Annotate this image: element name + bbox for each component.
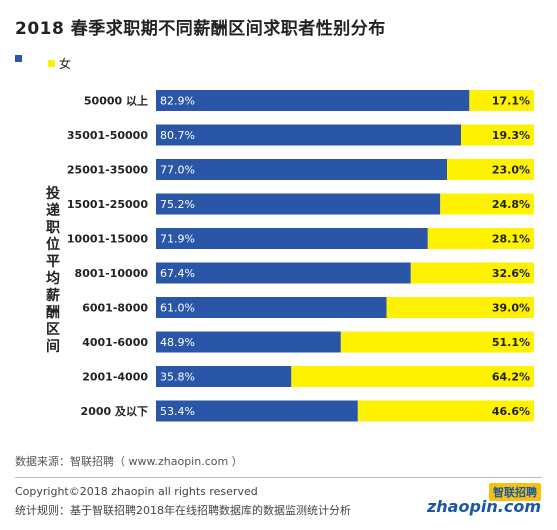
bar-male <box>156 331 341 353</box>
category-label: 4001-6000 <box>82 336 148 349</box>
data-label-female: 28.1% <box>492 233 530 246</box>
stacked-bar-chart: 50000 以上 82.9% 17.1% 35001-50000 80.7% 19.3% 2… <box>67 90 534 422</box>
category-label: 25001-35000 <box>67 164 148 177</box>
data-source: 数据来源：智联招聘（ www.zhaopin.com ） <box>15 455 243 468</box>
bar-male <box>156 90 470 111</box>
bar-female <box>469 90 534 111</box>
category-label: 6001-8000 <box>82 302 148 315</box>
chart-title: 2018 春季求职期不同薪酬区间求职者性别分布 <box>15 19 386 39</box>
legend-item-female: 女 <box>48 55 71 72</box>
category-label: 2001-4000 <box>82 371 148 384</box>
bar-female <box>427 228 534 249</box>
data-label-female: 39.0% <box>492 302 530 315</box>
data-label-female: 24.8% <box>492 198 530 211</box>
bar-female <box>440 193 534 215</box>
legend-label-female: 女 <box>59 57 72 71</box>
bar-male <box>156 124 462 146</box>
legend-item-male <box>15 55 26 62</box>
legend-swatch-male <box>15 55 22 62</box>
bar-female <box>357 400 534 422</box>
bar-female <box>386 297 534 318</box>
data-label-male: 48.9% <box>160 336 195 349</box>
logo-cn-text: 智联招聘 <box>489 483 541 501</box>
y-axis-label: 投递职位平均薪酬区间 <box>46 186 60 355</box>
data-label-female: 46.6% <box>492 405 530 418</box>
data-label-female: 17.1% <box>492 95 530 108</box>
data-label-female: 32.6% <box>492 267 530 280</box>
category-label: 10001-15000 <box>67 233 148 246</box>
category-label: 2000 及以下 <box>81 405 148 418</box>
bar-female <box>461 124 534 146</box>
category-label: 35001-50000 <box>67 129 148 142</box>
category-label: 50000 以上 <box>84 94 148 108</box>
bar-female <box>447 159 534 180</box>
footer-divider <box>15 477 542 478</box>
bar-male <box>156 297 387 318</box>
bar-male <box>156 262 411 284</box>
data-label-female: 19.3% <box>492 129 530 142</box>
bar-female <box>340 331 534 353</box>
bar-male <box>156 159 448 180</box>
data-label-male: 82.9% <box>160 95 195 108</box>
data-label-male: 35.8% <box>160 371 195 384</box>
copyright: Copyright©2018 zhaopin all rights reserv… <box>15 485 258 498</box>
zhaopin-logo: 智联招聘 zhaopin.com <box>427 483 541 517</box>
data-label-male: 71.9% <box>160 233 195 246</box>
category-label: 15001-25000 <box>67 198 148 211</box>
data-label-female: 64.2% <box>492 371 530 384</box>
data-label-male: 53.4% <box>160 405 195 418</box>
data-label-male: 67.4% <box>160 267 195 280</box>
data-label-male: 80.7% <box>160 129 195 142</box>
data-label-male: 61.0% <box>160 302 195 315</box>
legend-swatch-female <box>48 60 55 67</box>
data-label-male: 77.0% <box>160 164 195 177</box>
bar-male <box>156 366 292 387</box>
statistics-rule: 统计规则：基于智联招聘2018年在线招聘数据库的数据监测统计分析 <box>15 504 351 517</box>
logo-en-text: zhaopin.com <box>426 497 541 516</box>
bar-male <box>156 228 428 249</box>
data-label-female: 23.0% <box>492 164 530 177</box>
bar-female <box>410 262 534 284</box>
category-label: 8001-10000 <box>75 267 149 280</box>
bar-male <box>156 400 358 422</box>
data-label-male: 75.2% <box>160 198 195 211</box>
bar-male <box>156 193 441 215</box>
data-label-female: 51.1% <box>492 336 530 349</box>
bar-female <box>291 366 534 387</box>
